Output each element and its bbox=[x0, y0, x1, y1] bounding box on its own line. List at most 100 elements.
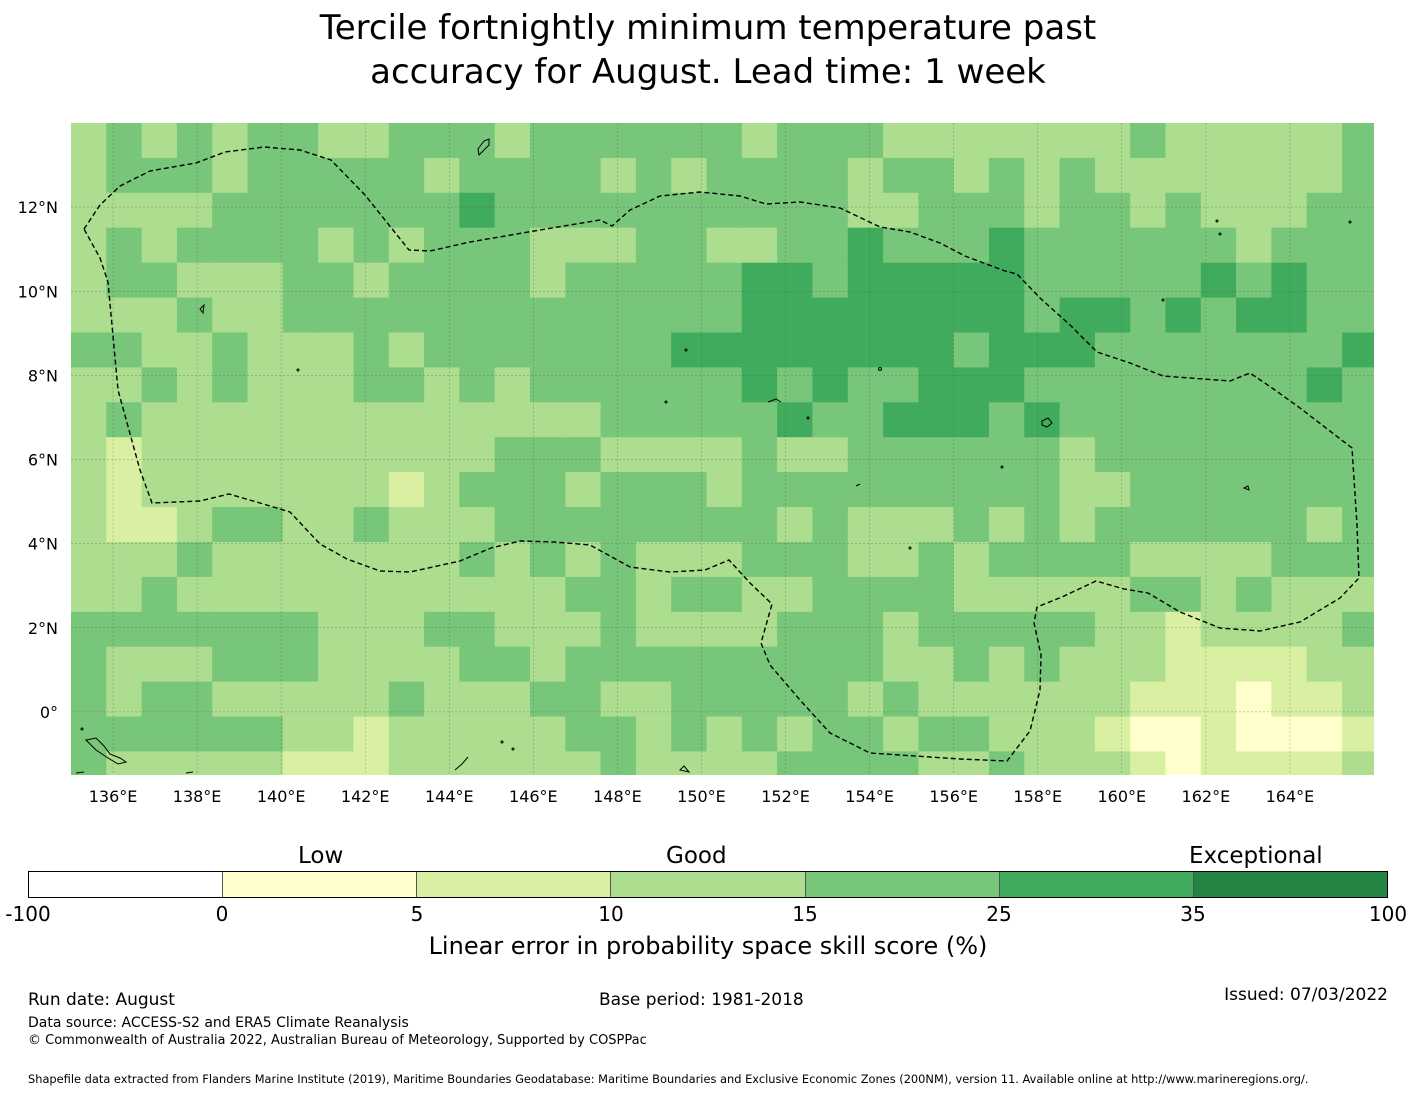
skill-cell bbox=[635, 367, 672, 403]
skill-cell bbox=[635, 402, 672, 438]
skill-cell bbox=[247, 542, 284, 578]
skill-cell bbox=[741, 227, 778, 264]
skill-cell bbox=[953, 472, 990, 508]
skill-cell bbox=[141, 716, 178, 752]
skill-cell bbox=[1306, 227, 1343, 264]
colorbar-bin-1 bbox=[223, 872, 418, 897]
skill-cell bbox=[883, 542, 919, 578]
skill-cell bbox=[989, 646, 1025, 683]
skill-cell bbox=[777, 472, 813, 508]
skill-cell bbox=[671, 192, 708, 229]
skill-cell bbox=[1165, 751, 1202, 775]
skill-cell bbox=[282, 716, 319, 752]
skill-cell bbox=[247, 681, 284, 718]
skill-cell bbox=[247, 367, 284, 403]
skill-cell bbox=[565, 437, 602, 473]
skill-cell bbox=[1059, 227, 1096, 264]
skill-cell bbox=[671, 437, 708, 473]
run-date: Run date: August bbox=[28, 990, 175, 1010]
skill-cell bbox=[671, 402, 708, 438]
skill-cell bbox=[530, 297, 566, 334]
skill-cell bbox=[71, 192, 107, 229]
skill-cell bbox=[318, 576, 354, 613]
skill-cell bbox=[812, 157, 849, 194]
skill-cell bbox=[1200, 367, 1237, 403]
longitude-labels: 136°E 138°E 140°E 142°E 144°E 146°E 148°E 150°E… bbox=[89, 787, 1315, 806]
skill-cell bbox=[1236, 227, 1272, 264]
longitude-label: 160°E bbox=[1097, 787, 1146, 806]
skill-cell bbox=[424, 611, 460, 648]
skill-cell bbox=[883, 437, 919, 473]
skill-cell bbox=[1271, 611, 1308, 648]
skill-cell bbox=[212, 367, 249, 403]
skill-cell bbox=[1377, 647, 1413, 683]
skill-cell bbox=[247, 192, 284, 229]
skill-cell bbox=[777, 542, 813, 578]
skill-cell bbox=[1094, 437, 1131, 473]
skill-cell bbox=[1024, 297, 1061, 334]
skill-cell bbox=[1342, 542, 1374, 578]
skill-cell bbox=[812, 332, 849, 368]
skill-cell bbox=[777, 227, 813, 264]
skill-cell bbox=[1377, 367, 1413, 403]
skill-cell bbox=[1024, 507, 1061, 543]
skill-cell bbox=[777, 716, 813, 752]
skill-cell bbox=[883, 576, 919, 613]
skill-cell bbox=[1060, 786, 1096, 820]
colorbar-tick: 25 bbox=[986, 902, 1012, 926]
skill-cell bbox=[812, 576, 849, 613]
skill-cell bbox=[706, 751, 743, 775]
skill-cell bbox=[1271, 646, 1308, 683]
skill-cell bbox=[282, 262, 319, 299]
skill-cell bbox=[388, 332, 425, 368]
skill-cell bbox=[1059, 157, 1096, 194]
skill-cell bbox=[741, 576, 778, 613]
skill-cell bbox=[106, 227, 143, 264]
skill-cell bbox=[176, 297, 213, 334]
skill-cell bbox=[1377, 612, 1413, 648]
skill-cell bbox=[247, 262, 284, 299]
skill-cell bbox=[388, 507, 425, 543]
skill-cell bbox=[530, 611, 566, 648]
skill-cell bbox=[106, 157, 143, 194]
skill-cell bbox=[883, 507, 919, 543]
skill-cell bbox=[1165, 716, 1202, 752]
skill-cell bbox=[141, 542, 178, 578]
skill-cell bbox=[1271, 507, 1308, 543]
skill-cell bbox=[989, 332, 1025, 368]
skill-cell bbox=[883, 472, 919, 508]
skill-cell bbox=[353, 332, 390, 368]
skill-cell bbox=[1024, 262, 1061, 299]
skill-cell bbox=[71, 611, 107, 648]
skill-cell bbox=[106, 437, 143, 473]
skill-cell bbox=[247, 227, 284, 264]
category-low: Low bbox=[298, 843, 344, 869]
skill-cell bbox=[1377, 472, 1413, 508]
skill-cell bbox=[1130, 646, 1167, 683]
skill-cell bbox=[741, 611, 778, 648]
skill-cell bbox=[883, 227, 919, 264]
skill-cell bbox=[106, 542, 143, 578]
skill-cell bbox=[459, 262, 496, 299]
skill-cell bbox=[1024, 751, 1061, 775]
skill-cell bbox=[565, 157, 602, 194]
skill-cell bbox=[141, 611, 178, 648]
skill-cell bbox=[635, 227, 672, 264]
skill-cell bbox=[671, 367, 708, 403]
skill-cell bbox=[565, 576, 602, 613]
skill-cell bbox=[106, 751, 143, 775]
skill-cell bbox=[1271, 262, 1308, 299]
skill-cell bbox=[318, 367, 354, 403]
shapefile-credit: Shapefile data extracted from Flanders M… bbox=[28, 1072, 1309, 1086]
skill-cell bbox=[1306, 542, 1343, 578]
skill-cell bbox=[883, 192, 919, 229]
longitude-label: 146°E bbox=[509, 787, 558, 806]
skill-cell bbox=[353, 157, 390, 194]
skill-cell bbox=[1094, 472, 1131, 508]
skill-cell bbox=[388, 157, 425, 194]
skill-cell bbox=[1377, 682, 1413, 718]
skill-cell bbox=[847, 437, 884, 473]
skill-cell bbox=[847, 192, 884, 229]
skill-cell bbox=[953, 611, 990, 648]
skill-cell bbox=[777, 576, 813, 613]
